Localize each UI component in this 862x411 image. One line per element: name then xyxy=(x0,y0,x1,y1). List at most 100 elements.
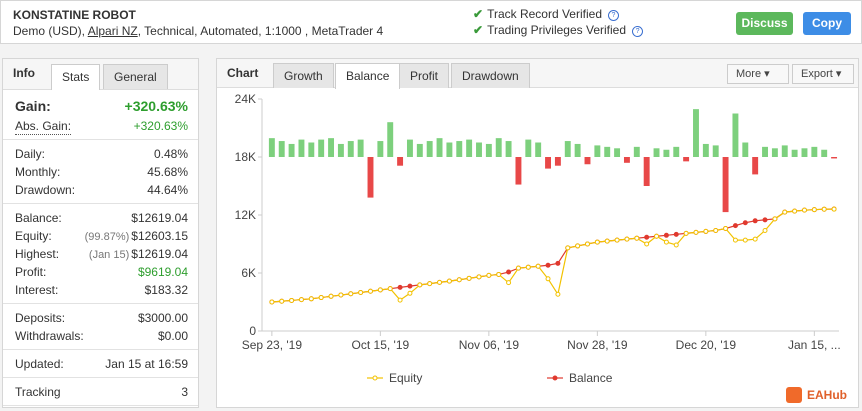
point xyxy=(732,223,738,229)
point xyxy=(506,280,512,286)
stats-value-wrap: 3 xyxy=(181,383,188,401)
stats-note: (Jan 15) xyxy=(88,249,130,261)
stats-value: 45.68% xyxy=(147,165,188,179)
y-tick-label: 24K xyxy=(235,92,256,106)
tab[interactable]: Drawdown xyxy=(451,63,530,88)
stats-row: Drawdown: 44.64% xyxy=(15,181,188,199)
stats-label: Gain: xyxy=(15,98,51,114)
more-button[interactable]: More ▾ xyxy=(727,64,789,84)
point xyxy=(723,226,729,232)
stats-value: $0.00 xyxy=(157,329,188,343)
point xyxy=(407,290,413,296)
profit-bar xyxy=(831,157,838,159)
stats-label: Profit: xyxy=(15,265,47,279)
point xyxy=(713,227,719,233)
stats-value-wrap: 0.48% xyxy=(154,145,188,163)
profit-bar xyxy=(762,146,768,157)
stats-label: Daily: xyxy=(15,147,46,161)
profit-bar xyxy=(574,143,581,157)
profit-bar xyxy=(801,148,808,157)
tab[interactable]: Profit xyxy=(399,63,450,88)
profit-bar xyxy=(633,146,640,157)
stats-value-wrap: 44.64% xyxy=(147,181,188,199)
profit-bar xyxy=(811,146,818,157)
x-tick-label: Nov 28, '19 xyxy=(567,338,628,352)
point xyxy=(762,227,768,233)
stats-group: Daily: 0.48% Monthly: 45.68% Drawdown: 44.64% xyxy=(3,140,198,204)
profit-bar xyxy=(554,157,561,166)
profit-bar xyxy=(673,146,680,157)
stats-row: Daily: 0.48% xyxy=(15,145,188,163)
stats-value-wrap: $9619.04 xyxy=(138,263,188,281)
point xyxy=(663,232,669,238)
point xyxy=(397,297,403,303)
tab[interactable]: General xyxy=(103,64,168,89)
series-line xyxy=(271,208,835,303)
point xyxy=(387,286,393,292)
x-tick-label: Sep 23, '19 xyxy=(242,338,303,352)
point xyxy=(772,216,778,222)
tab[interactable]: Growth xyxy=(273,63,334,88)
point xyxy=(486,272,492,278)
stats-label: Highest: xyxy=(15,247,60,261)
point xyxy=(614,237,620,243)
legend-label: Equity xyxy=(389,371,422,385)
stats-row: Profit: $9619.04 xyxy=(15,263,188,281)
point xyxy=(644,241,650,247)
legend-marker xyxy=(552,375,558,381)
profit-bar xyxy=(663,149,670,157)
stats-row: Abs. Gain: +320.63% xyxy=(15,117,188,135)
export-button[interactable]: Export ▾ xyxy=(792,64,854,84)
tab[interactable]: Stats xyxy=(51,64,101,90)
point xyxy=(634,235,640,241)
tab[interactable]: Balance xyxy=(335,63,401,89)
point xyxy=(525,264,531,270)
stats-row: Gain: +320.63% xyxy=(15,95,188,117)
profit-bar xyxy=(643,157,650,186)
stats-label: Balance: xyxy=(15,211,62,225)
discuss-button[interactable]: Discuss xyxy=(736,12,793,35)
profit-bar xyxy=(377,141,384,157)
copy-button[interactable]: Copy xyxy=(803,12,851,35)
panel-heading: Info xyxy=(13,66,35,80)
point xyxy=(308,296,314,302)
stats-value: 0.48% xyxy=(153,147,188,161)
stats-value: +320.63% xyxy=(133,119,188,133)
stats-note: (99.87%) xyxy=(84,231,130,243)
point xyxy=(456,277,462,283)
stats-value-wrap: +320.63% xyxy=(134,117,188,135)
stats-value-wrap: (Jan 15) $12619.04 xyxy=(89,245,188,263)
button-text: More xyxy=(736,68,762,80)
point xyxy=(752,236,758,242)
profit-bar xyxy=(328,138,335,157)
point xyxy=(654,233,660,239)
stats-value: $183.32 xyxy=(144,283,188,297)
button-text: Export xyxy=(801,68,833,80)
profit-bar xyxy=(495,138,502,157)
y-tick-label: 0 xyxy=(249,324,256,338)
broker-link[interactable]: Alpari NZ xyxy=(87,24,138,38)
stats-value: 3 xyxy=(181,385,188,399)
x-tick-label: Nov 06, '19 xyxy=(459,338,520,352)
point xyxy=(545,276,551,282)
point xyxy=(742,237,748,243)
profit-bar xyxy=(752,157,759,175)
profit-bar xyxy=(476,142,482,157)
stats-row: Highest: (Jan 15) $12619.04 xyxy=(15,245,188,263)
stats-value-wrap: $3000.00 xyxy=(138,309,188,327)
y-tick-label: 6K xyxy=(241,266,256,280)
point xyxy=(397,284,403,290)
point xyxy=(584,241,590,247)
stats-label: Abs. Gain: xyxy=(15,119,72,135)
stats-group: Tracking 3 xyxy=(3,378,198,406)
profit-bar xyxy=(278,141,285,157)
profit-bar xyxy=(821,149,828,157)
details: , Technical, Automated, 1:1000 , MetaTra… xyxy=(137,24,384,38)
profit-bar xyxy=(712,145,719,157)
point xyxy=(703,228,709,234)
point xyxy=(693,229,699,235)
profit-bar xyxy=(268,138,275,157)
stats-label: Deposits: xyxy=(15,311,66,325)
point xyxy=(792,208,798,214)
